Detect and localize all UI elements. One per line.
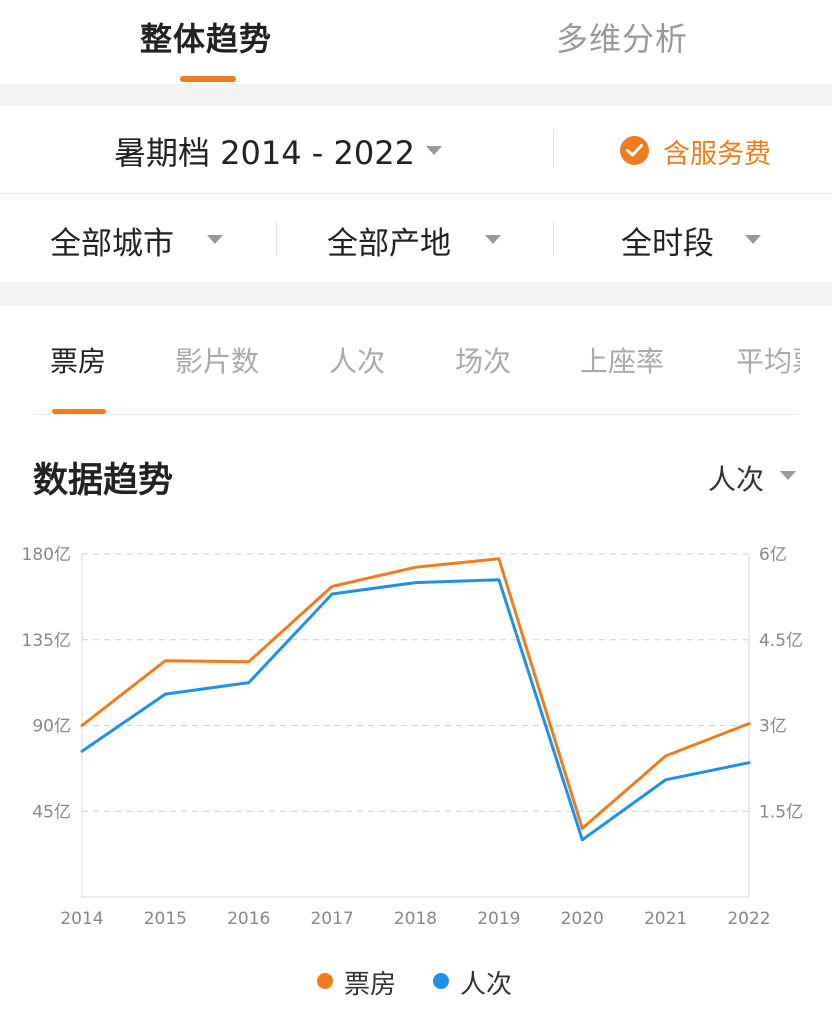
y-left-tick-label: 180亿	[22, 545, 71, 565]
y-left-tick-label: 90亿	[32, 717, 71, 737]
metric-tab-average[interactable]: 平均票	[736, 345, 800, 378]
y-left-tick-label: 135亿	[22, 631, 71, 651]
unit-chevron-down-icon[interactable]	[780, 471, 796, 480]
x-tick-label: 2014	[60, 909, 103, 929]
x-tick-label: 2020	[561, 909, 604, 929]
active-tab-indicator	[180, 76, 236, 82]
y-right-tick-label: 6亿	[759, 545, 787, 565]
time-slot-chevron-down-icon[interactable]	[745, 235, 761, 244]
origin-dropdown[interactable]: 全部产地	[327, 226, 451, 262]
service-fee-checkbox[interactable]	[620, 136, 649, 165]
top-tab-bar: 整体趋势 多维分析	[0, 0, 832, 84]
checkmark-icon	[626, 144, 643, 157]
legend-dot-admissions	[433, 973, 449, 989]
metric-tab-film-count[interactable]: 影片数	[175, 345, 260, 378]
season-range-select[interactable]: 暑期档 2014 - 2022	[114, 134, 415, 172]
metric-tab-box-office[interactable]: 票房	[50, 345, 107, 378]
x-tick-label: 2019	[477, 909, 520, 929]
x-tick-label: 2021	[644, 909, 687, 929]
y-right-tick-label: 3亿	[759, 717, 787, 737]
x-tick-label: 2022	[727, 909, 770, 929]
x-tick-label: 2018	[394, 909, 437, 929]
y-left-tick-label: 45亿	[32, 802, 71, 822]
divider	[553, 220, 554, 256]
metric-tab-indicator	[52, 409, 106, 414]
city-chevron-down-icon[interactable]	[207, 235, 223, 244]
filter-row-dropdowns	[0, 194, 832, 282]
city-dropdown[interactable]: 全部城市	[50, 226, 174, 262]
series-line-box-office	[80, 557, 751, 830]
legend-label-admissions: 人次	[460, 970, 513, 1000]
tab-overall-trend[interactable]: 整体趋势	[140, 20, 273, 58]
divider	[276, 220, 277, 256]
y-right-tick-label: 1.5亿	[759, 802, 803, 822]
y-right-tick-label: 4.5亿	[759, 631, 803, 651]
legend-dot-box-office	[317, 973, 333, 989]
metric-tab-admissions[interactable]: 人次	[329, 345, 386, 378]
section-title: 数据趋势	[33, 461, 174, 501]
time-slot-dropdown[interactable]: 全时段	[621, 226, 714, 262]
tab-multi-analysis[interactable]: 多维分析	[556, 20, 689, 58]
divider	[0, 193, 832, 194]
trend-line-chart: 45亿 90亿 135亿 180亿 1.5亿 3亿 4.5亿 6亿 2014 2015 2016 20…	[22, 545, 804, 929]
x-tick-label: 2015	[144, 909, 187, 929]
metric-tab-occupancy[interactable]: 上座率	[580, 345, 665, 378]
filter-row-season	[0, 106, 832, 194]
series-line-admissions	[80, 578, 751, 842]
origin-chevron-down-icon[interactable]	[485, 235, 501, 244]
x-tick-label: 2017	[310, 909, 353, 929]
divider	[553, 130, 554, 168]
unit-select[interactable]: 人次	[708, 463, 765, 496]
legend-label-box-office: 票房	[344, 970, 397, 1000]
divider	[33, 414, 799, 415]
service-fee-label[interactable]: 含服务费	[663, 139, 771, 170]
season-chevron-down-icon[interactable]	[426, 146, 442, 155]
section-separator	[0, 84, 832, 106]
metric-tab-screenings[interactable]: 场次	[455, 345, 512, 378]
section-separator	[0, 282, 832, 306]
x-tick-label: 2016	[227, 909, 270, 929]
